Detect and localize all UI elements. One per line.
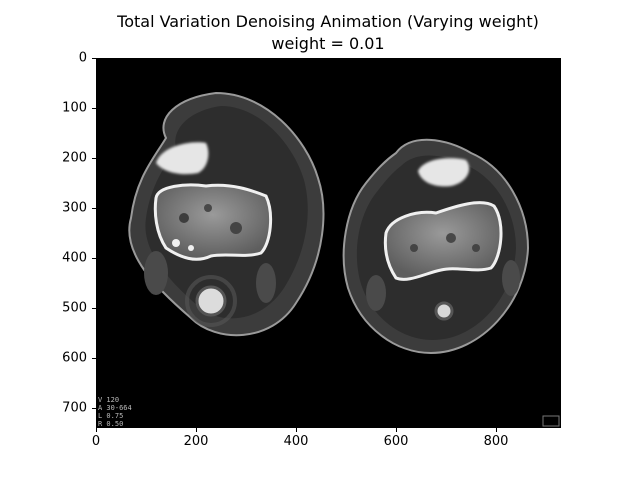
y-tick-label: 700	[62, 400, 87, 416]
scan-info-line: R 0.50	[98, 420, 124, 428]
scanner-marker	[542, 415, 560, 427]
x-tick-label: 600	[383, 434, 409, 449]
y-tick-mark	[92, 308, 96, 309]
x-tick-label: 200	[183, 434, 209, 449]
y-tick-label: 500	[62, 300, 87, 316]
right-patella	[418, 158, 470, 187]
left-popliteal-vessel	[195, 285, 227, 317]
left-femur	[153, 183, 273, 261]
x-tick-label: 400	[283, 434, 309, 449]
x-tick-mark	[496, 428, 497, 432]
scan-info-line: V 120	[98, 396, 120, 404]
y-tick-mark	[92, 208, 96, 209]
x-tick-label: 800	[483, 434, 509, 449]
x-tick-mark	[396, 428, 397, 432]
x-tick-mark	[96, 428, 97, 432]
x-tick-mark	[196, 428, 197, 432]
figure-title-line1: Total Variation Denoising Animation (Var…	[117, 12, 539, 31]
x-tick-label: 0	[91, 434, 101, 449]
scan-info-line: A 30-664	[98, 404, 132, 412]
y-tick-mark	[92, 358, 96, 359]
y-tick-label: 300	[62, 200, 87, 216]
y-tick-mark	[92, 58, 96, 59]
y-tick-label: 200	[62, 150, 87, 166]
y-tick-mark	[92, 108, 96, 109]
ct-knee-cross-section	[128, 91, 560, 427]
left-patella	[156, 142, 209, 175]
y-tick-label: 100	[62, 100, 87, 116]
y-tick-mark	[92, 258, 96, 259]
ct-image: V 120 A 30-664 L 0.75 R 0.50	[96, 58, 561, 428]
y-tick-mark	[92, 408, 96, 409]
scan-info-line: L 0.75	[98, 412, 124, 420]
y-tick-mark	[92, 158, 96, 159]
y-tick-label: 600	[62, 350, 87, 366]
figure-title-line2: weight = 0.01	[271, 34, 385, 53]
right-popliteal-vessel	[434, 301, 454, 321]
x-tick-mark	[296, 428, 297, 432]
y-tick-label: 400	[62, 250, 87, 266]
right-femur	[383, 201, 503, 281]
y-tick-label: 0	[78, 50, 87, 66]
